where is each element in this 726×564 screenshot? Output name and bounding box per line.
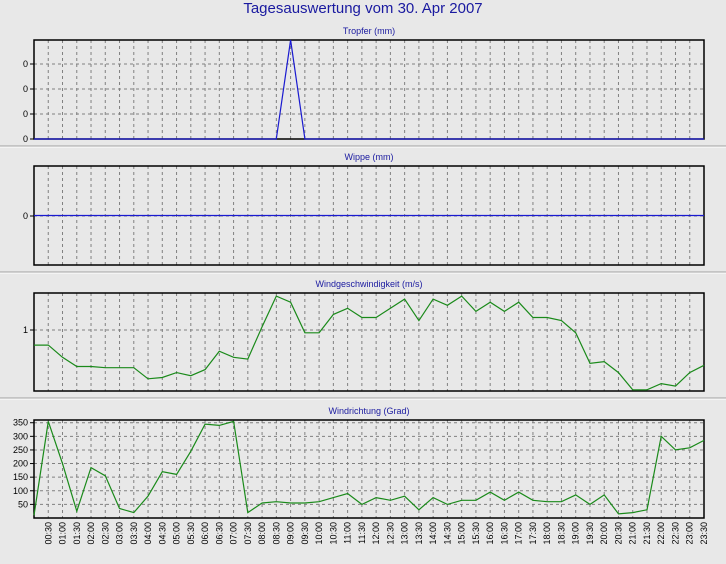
x-tick-label: 04:30 [157,522,167,545]
x-tick-label: 19:00 [571,522,581,545]
panel-windgeschwindigkeit: 1 Windgeschwindigkeit (m/s) [0,279,726,400]
plot-background [34,293,704,391]
x-tick-label: 21:30 [642,522,652,545]
x-tick-label: 23:00 [685,522,695,545]
x-tick-label: 15:30 [471,522,481,545]
y-tick-label: 50 [18,499,28,509]
x-tick-label: 00:30 [43,522,53,545]
y-tick-label: 0 [23,109,28,119]
plot-background [34,40,704,139]
x-tick-label: 06:00 [200,522,210,545]
x-tick-label: 23:30 [699,522,709,545]
x-tick-label: 02:00 [86,522,96,545]
x-tick-label: 19:30 [585,522,595,545]
x-tick-label: 17:00 [514,522,524,545]
panel-title: Tropfer (mm) [343,26,395,36]
x-tick-label: 16:00 [485,522,495,545]
x-tick-label: 13:00 [400,522,410,545]
plot-border [33,419,705,519]
x-tick-label: 18:30 [556,522,566,545]
series-line [34,39,704,140]
series-line [33,420,705,516]
panel-title: Windrichtung (Grad) [328,406,409,416]
y-tick-label: 350 [13,418,28,428]
x-tick-label: 07:30 [243,522,253,545]
x-tick-label: 20:00 [599,522,609,545]
y-tick-label: 300 [13,431,28,441]
page-title: Tagesauswertung vom 30. Apr 2007 [243,0,483,17]
x-tick-label: 09:30 [300,522,310,545]
series-line [34,295,705,391]
x-tick-label: 22:30 [670,522,680,545]
y-tick-label: 0 [23,84,28,94]
x-tick-label: 13:30 [414,522,424,545]
x-tick-label: 17:30 [528,522,538,545]
y-tick-label: 0 [23,211,28,221]
panel-title: Windgeschwindigkeit (m/s) [315,279,422,289]
y-tick-label: 0 [23,59,28,69]
y-tick-label: 200 [13,459,28,469]
x-tick-label: 15:00 [457,522,467,545]
x-tick-label: 14:00 [428,522,438,545]
panel-wippe: 0 Wippe (mm) [0,152,726,274]
x-tick-label: 03:30 [129,522,139,545]
plot-background [34,420,704,518]
x-tick-label: 20:30 [613,522,623,545]
y-tick-label: 0 [23,134,28,144]
x-tick-label: 22:00 [656,522,666,545]
panel-windrichtung: 50 100 150 200 250 300 350 Windrichtung (Grad) [13,406,705,519]
x-tick-label: 01:00 [58,522,68,545]
y-tick-label: 1 [23,325,28,335]
x-tick-label: 02:30 [100,522,110,545]
x-tick-label: 08:00 [257,522,267,545]
panel-title: Wippe (mm) [345,152,394,162]
panel-tropfer: 0 0 0 0 Tropfer (mm) [0,26,726,148]
x-tick-label: 14:30 [442,522,452,545]
x-tick-label: 08:30 [271,522,281,545]
x-tick-label: 12:30 [385,522,395,545]
x-tick-label: 11:00 [343,522,353,544]
x-tick-label: 01:30 [72,522,82,545]
x-tick-label: 10:30 [328,522,338,545]
x-tick-label: 21:00 [628,522,638,545]
x-tick-label: 12:00 [371,522,381,545]
x-tick-label: 16:30 [499,522,509,545]
y-tick-label: 250 [13,445,28,455]
y-tick-label: 100 [13,486,28,496]
x-tick-label: 18:00 [542,522,552,545]
x-axis-labels: 00:30 01:00 01:30 02:00 02:30 03:00 03:30 04:00… [43,522,709,545]
x-tick-label: 05:30 [186,522,196,545]
x-tick-label: 04:00 [143,522,153,545]
x-tick-label: 11:30 [357,522,367,544]
x-tick-label: 06:30 [214,522,224,545]
plot-border [33,292,705,392]
y-tick-label: 150 [13,472,28,482]
x-tick-label: 07:00 [229,522,239,545]
x-tick-label: 05:00 [172,522,182,545]
x-tick-label: 09:00 [286,522,296,545]
x-tick-label: 03:00 [115,522,125,545]
x-tick-label: 10:00 [314,522,324,545]
